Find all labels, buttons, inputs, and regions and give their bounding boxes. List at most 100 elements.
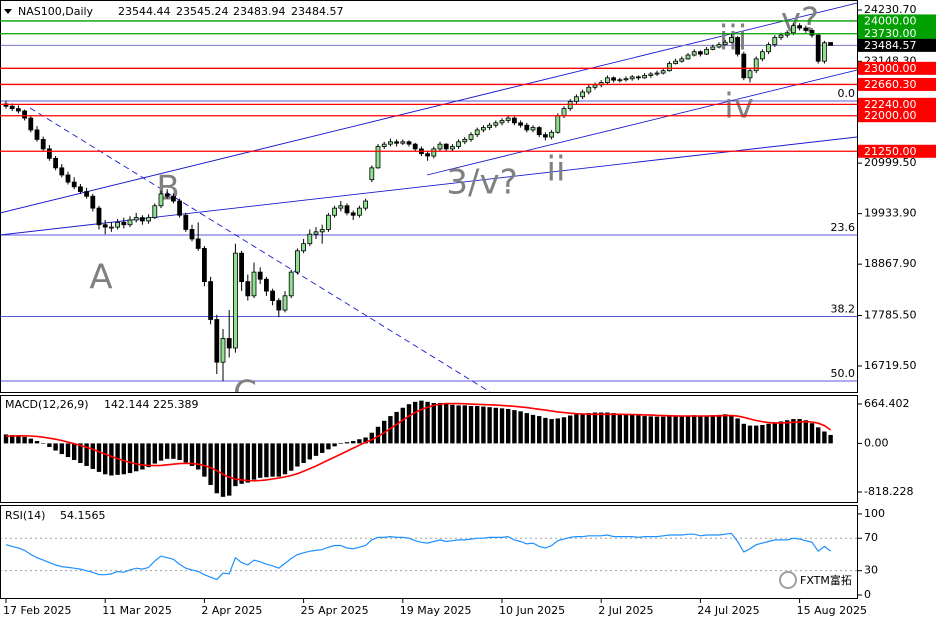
candle-body — [40, 139, 46, 150]
candle-body — [307, 233, 313, 245]
level-label: 22000.00 — [864, 109, 917, 122]
price-plot: 0.023.638.250.0ABC3/v?iiiiiivv? — [1, 1, 857, 414]
candle-body — [387, 141, 393, 145]
macd-bar — [450, 404, 455, 444]
candle-body — [729, 37, 734, 43]
x-tick-label: 2 Jul 2025 — [598, 604, 653, 617]
candle-body — [704, 48, 709, 55]
level-tag — [858, 109, 936, 123]
candle-body — [127, 219, 133, 226]
macd-bar — [394, 411, 399, 444]
macd-bar — [295, 443, 300, 467]
candle-body — [778, 34, 784, 38]
macd-bar — [747, 425, 753, 444]
macd-bar — [307, 443, 312, 460]
candle-body — [425, 153, 431, 157]
candle-body — [766, 44, 771, 53]
macd-bar — [208, 443, 213, 485]
macd-bar — [270, 443, 275, 477]
candle-body — [437, 143, 443, 150]
candle-body — [84, 191, 89, 197]
candle-body — [53, 157, 58, 169]
y-tick-label: 100 — [864, 507, 885, 520]
macd-bar — [313, 443, 319, 456]
macd-bar — [127, 443, 133, 474]
candle-body — [642, 75, 647, 79]
y-tick-label: 0.00 — [864, 436, 889, 449]
macd-bar — [196, 443, 201, 470]
candle-body — [338, 205, 344, 209]
macd-bar — [375, 426, 381, 444]
candle-body — [90, 195, 96, 209]
header-ohlc: 23483.94 — [233, 5, 286, 18]
candle-body — [493, 122, 499, 126]
macd-bar — [152, 443, 157, 464]
candle-body — [394, 141, 400, 144]
macd-bar — [518, 411, 523, 444]
candle-body — [164, 193, 170, 197]
macd-bar — [276, 443, 281, 477]
candle-body — [524, 124, 530, 131]
candle-body — [65, 174, 71, 183]
level-label: 24000.00 — [864, 14, 917, 27]
candle-body — [363, 200, 369, 209]
macd-bar — [59, 443, 64, 455]
candle-body — [586, 86, 592, 93]
wave-label: ii — [547, 150, 566, 190]
candle-body — [530, 127, 536, 131]
candle-body — [400, 141, 406, 144]
macd-bar — [369, 432, 374, 444]
macd-bar — [22, 436, 27, 444]
macd-bar — [723, 414, 728, 444]
candle-body — [760, 51, 765, 60]
candle-body — [611, 77, 616, 81]
macd-bar — [803, 420, 808, 444]
candle-body — [561, 108, 567, 117]
macd-bar — [65, 443, 71, 458]
macd-bar — [171, 443, 176, 459]
candle-body — [232, 252, 238, 349]
candle-body — [183, 214, 189, 230]
candle-body — [121, 221, 127, 226]
macd-bar — [791, 419, 796, 444]
macd-bar — [320, 443, 325, 453]
candle-body — [574, 96, 579, 102]
macd-bar — [239, 443, 244, 484]
macd-bar — [406, 404, 412, 444]
candle-body — [536, 127, 542, 136]
candle-body — [332, 207, 338, 216]
candle-body — [815, 34, 821, 62]
macd-bar — [233, 443, 238, 487]
candle-body — [102, 224, 108, 228]
macd-bar — [338, 443, 343, 444]
macd-bar — [53, 443, 58, 451]
candle-body — [301, 243, 307, 252]
candle-body — [9, 105, 15, 110]
macd-bar — [165, 443, 170, 459]
panel-border — [0, 395, 858, 503]
macd-bar — [10, 435, 15, 444]
macd-bar — [47, 443, 52, 447]
macd-value: 142.144 — [104, 398, 150, 411]
macd-bar — [264, 443, 269, 478]
candle-body — [543, 134, 548, 138]
wave-label: C — [233, 374, 257, 414]
macd-bar — [202, 443, 207, 477]
macd-bar — [103, 443, 108, 475]
candle-body — [22, 110, 28, 119]
header-arrow — [4, 9, 12, 14]
macd-bar — [363, 437, 368, 444]
macd-bar — [555, 418, 560, 444]
macd-bar — [3, 434, 9, 444]
level-label: 22240.00 — [864, 98, 917, 111]
candle-body — [78, 186, 83, 192]
macd-bar — [599, 412, 604, 444]
header-ohlc: 23544.44 — [118, 5, 171, 18]
level-label: 22660.30 — [864, 78, 917, 91]
macd-bar — [549, 419, 554, 444]
macd-bar — [580, 413, 585, 444]
candle-body — [34, 129, 40, 140]
candle-body — [716, 44, 722, 48]
candle-body — [208, 281, 214, 320]
